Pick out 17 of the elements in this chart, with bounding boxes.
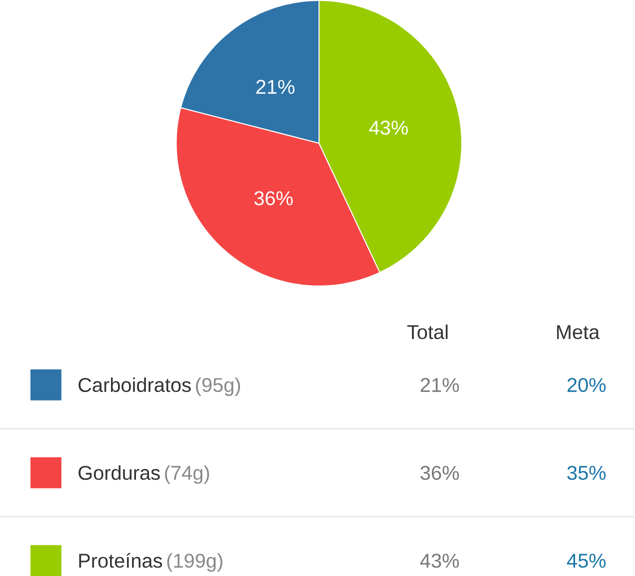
text: 36%: [420, 466, 459, 480]
data-label: 43%: [369, 120, 408, 135]
legend-label: Proteínas: [79, 552, 162, 568]
text: 20%: [568, 378, 606, 392]
text: (95g): [196, 377, 240, 396]
data-label: 21%: [256, 80, 294, 94]
data-label: 36%: [254, 191, 293, 206]
text: Meta: [557, 325, 600, 340]
legend-label: Carboidratos: [78, 377, 191, 392]
legend-label: Gorduras: [78, 465, 160, 480]
text: 43%: [420, 554, 459, 568]
text: Total: [407, 324, 448, 340]
text: 45%: [566, 554, 606, 568]
text: (74g): [165, 465, 210, 484]
text: 21%: [420, 378, 459, 392]
text: (199g): [167, 553, 222, 572]
text: 35%: [567, 466, 606, 480]
